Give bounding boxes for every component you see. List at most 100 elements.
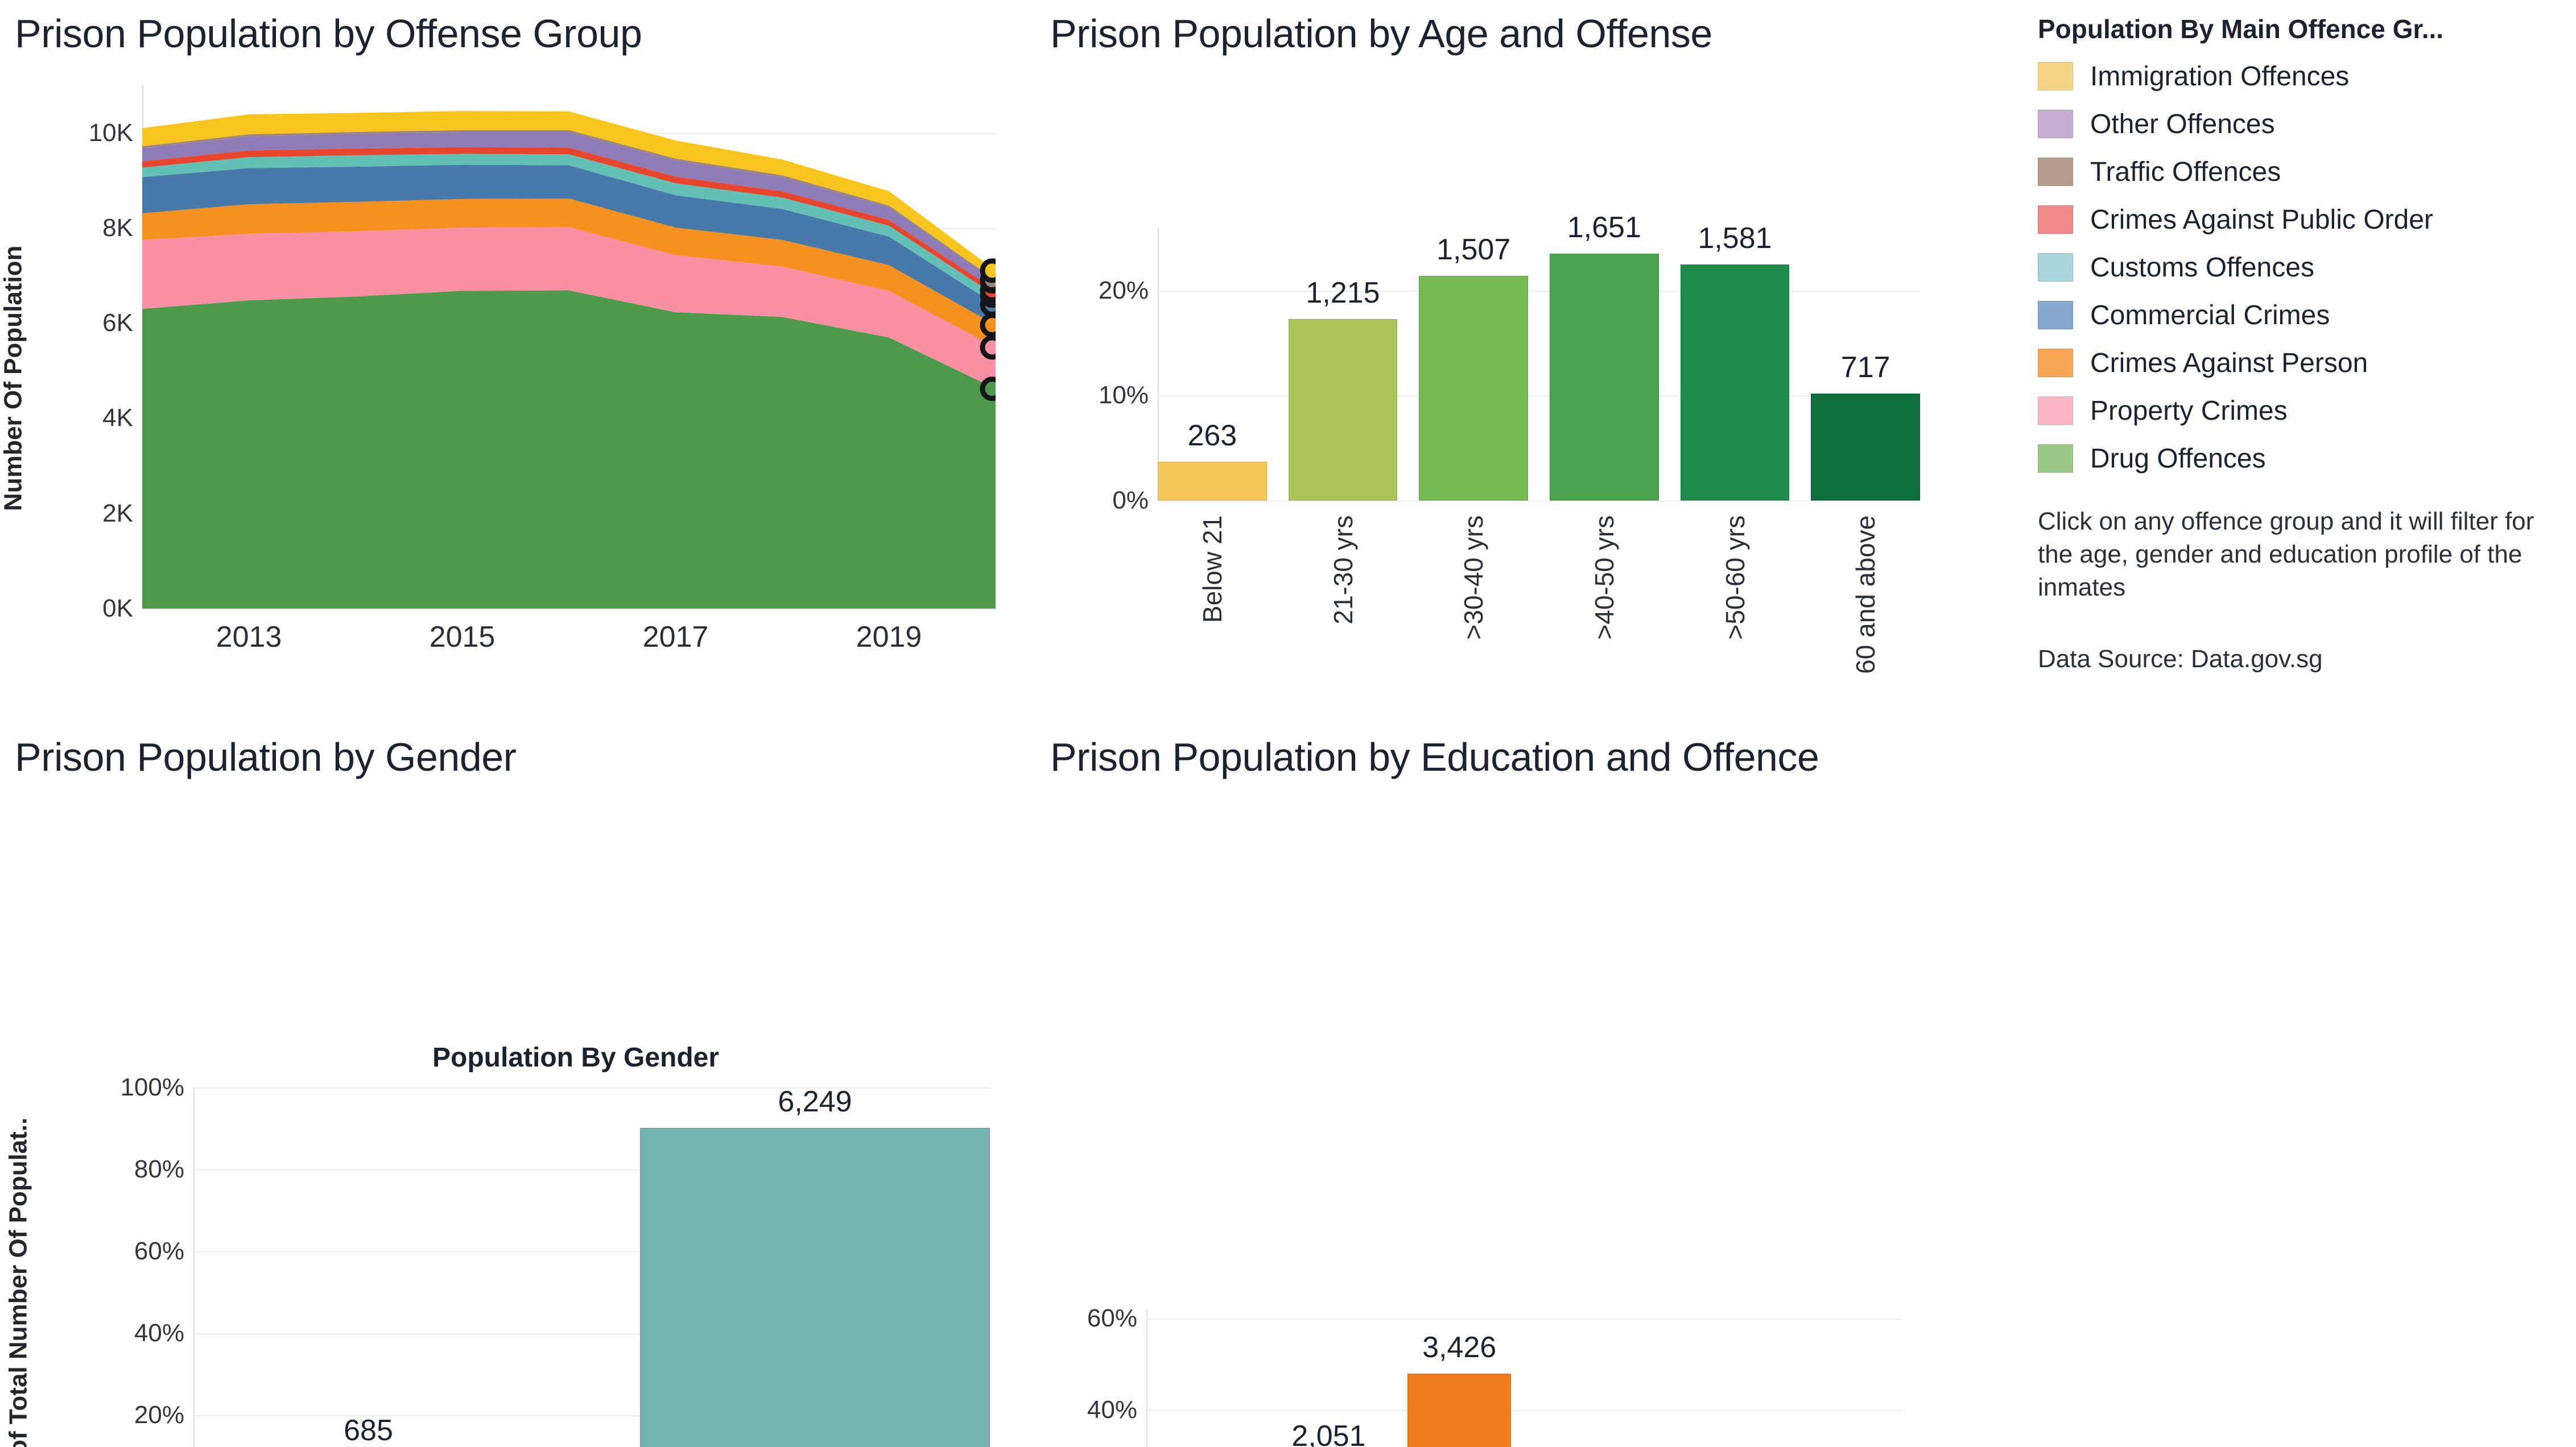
bar-value-label: 3,426: [1422, 1330, 1497, 1364]
x-axis-category-label: 60 and above: [1851, 515, 1881, 674]
y-axis-tick-label: 2K: [102, 499, 133, 527]
panel-offense-group: Prison Population by Offense Group Numbe…: [0, 0, 1035, 724]
bar-value-label: 717: [1840, 350, 1890, 384]
bar-column[interactable]: 257PreU: [1669, 1309, 1773, 1447]
bar[interactable]: [1811, 393, 1921, 501]
legend-item-label: Other Offences: [2090, 109, 2275, 139]
legend-color-swatch[interactable]: [2038, 158, 2073, 186]
series-endpoint-marker[interactable]: [980, 258, 996, 283]
education-bar-series[interactable]: 102No Education 2,051Primary3,426Secondar…: [1146, 1309, 1903, 1447]
legend-item[interactable]: Crimes Against Public Order: [2038, 196, 2565, 243]
bar[interactable]: [1419, 275, 1529, 501]
bar[interactable]: [1288, 319, 1398, 501]
education-chart-plot: 0%20%40%60% 102No Education2,051Primary3…: [1087, 1304, 1903, 1447]
bar-column[interactable]: 263 Below 21: [1158, 228, 1267, 623]
y-axis-line: [1158, 228, 1159, 501]
area-band[interactable]: [142, 199, 996, 348]
panel-age: Prison Population by Age and Offense 0% 1…: [1035, 0, 2025, 724]
legend-item[interactable]: Customs Offences: [2038, 243, 2565, 291]
y-axis-tick-label: 8K: [102, 213, 133, 242]
bar-column[interactable]: 1,581 >50-60 yrs: [1680, 222, 1790, 640]
area-band[interactable]: [142, 131, 996, 291]
bar[interactable]: [1407, 1373, 1512, 1447]
bar[interactable]: [1550, 254, 1659, 501]
bar[interactable]: [1680, 264, 1790, 501]
legend-item[interactable]: Drug Offences: [2038, 435, 2565, 482]
age-bar-series[interactable]: 263 Below 21 1,215 21-30 yrs 1,507 >30-40 yrs…: [1158, 211, 1921, 674]
bar-column[interactable]: 1,215 21-30 yrs: [1288, 228, 1398, 625]
legend-item[interactable]: Crimes Against Person: [2038, 339, 2565, 387]
y-axis-tick-label: 20%: [134, 1401, 184, 1429]
series-endpoint-marker[interactable]: [980, 313, 996, 338]
legend-item-label: Traffic Offences: [2090, 156, 2281, 187]
legend-color-swatch[interactable]: [2038, 444, 2073, 473]
y-axis-line: [1146, 1309, 1147, 1447]
bar-column[interactable]: 685Female: [193, 1088, 543, 1447]
legend-color-swatch[interactable]: [2038, 349, 2073, 377]
legend-color-swatch[interactable]: [2038, 301, 2073, 329]
y-axis-tick-label: 20%: [1098, 276, 1149, 304]
x-axis-category-label: >30-40 yrs: [1459, 515, 1489, 640]
legend-color-swatch[interactable]: [2038, 110, 2073, 138]
area-band[interactable]: [142, 290, 996, 609]
legend-item[interactable]: Immigration Offences: [2038, 52, 2565, 100]
bar-value-label: 1,581: [1698, 221, 1772, 255]
area-band[interactable]: [142, 111, 996, 280]
legend-item[interactable]: Commercial Crimes: [2038, 291, 2565, 339]
legend-item[interactable]: Other Offences: [2038, 100, 2565, 148]
y-axis-tick-label: 60%: [134, 1237, 184, 1265]
bar-column[interactable]: 1,651 >40-50 yrs: [1550, 211, 1659, 640]
bar-value-label: 2,051: [1291, 1419, 1366, 1447]
y-axis-tick-label: 80%: [134, 1155, 184, 1183]
panel-gender: Prison Population by Gender Population B…: [0, 724, 1035, 1447]
legend-item-label: Customs Offences: [2090, 252, 2314, 283]
panel-education: Prison Population by Education and Offen…: [1035, 724, 2025, 1447]
bar-column[interactable]: 717 60 and above: [1811, 228, 1921, 674]
legend-item-label: Crimes Against Person: [2090, 348, 2368, 378]
bar-value-label: 1,215: [1306, 276, 1380, 309]
area-band[interactable]: [142, 154, 996, 305]
gender-chart-plot: 0%20%40%60%80%100% 685Female6,249Male: [120, 1073, 990, 1447]
bar[interactable]: [640, 1128, 990, 1447]
bar-column[interactable]: 732Vocational: [1538, 1309, 1642, 1447]
y-axis-line: [193, 1088, 195, 1447]
y-axis-tick-label: 40%: [1087, 1396, 1137, 1424]
bar-column[interactable]: 1,507 >30-40 yrs: [1419, 228, 1529, 640]
legend-item-label: Commercial Crimes: [2090, 300, 2330, 330]
legend-item[interactable]: Property Crimes: [2038, 387, 2565, 435]
x-axis-tick-label: 2017: [642, 621, 709, 654]
gender-bar-series[interactable]: 685Female 6,249Male: [193, 1085, 990, 1447]
y-axis-tick-label: 6K: [102, 309, 133, 337]
legend-item[interactable]: Traffic Offences: [2038, 148, 2565, 196]
bar-column[interactable]: 366Diploma/Tertiary: [1799, 1309, 1903, 1447]
gridline: [1158, 290, 1920, 292]
x-axis-category-label: Below 21: [1197, 515, 1227, 623]
gridline: [1158, 501, 1920, 502]
gridline: [1158, 395, 1920, 397]
legend-list[interactable]: Immigration Offences Other Offences Traffi…: [2038, 52, 2565, 482]
bar-column[interactable]: 6,249Male: [640, 1085, 990, 1447]
bar-column[interactable]: 2,051Primary: [1277, 1309, 1381, 1447]
bar-column[interactable]: 102No Education: [1146, 1309, 1250, 1447]
area-band[interactable]: [142, 227, 996, 389]
legend-instruction-text: Click on any offence group and it will f…: [2038, 507, 2534, 602]
gridline: [1146, 1318, 1903, 1320]
gridline: [193, 1251, 990, 1252]
legend-color-swatch[interactable]: [2038, 62, 2073, 90]
page-title-gender: Prison Population by Gender: [15, 735, 517, 779]
stacked-area-series[interactable]: [142, 85, 996, 609]
x-axis-tick-label: 2013: [216, 621, 282, 654]
x-axis-category-label: >50-60 yrs: [1720, 515, 1750, 640]
bar-column[interactable]: 3,426Secondary: [1407, 1309, 1512, 1447]
series-endpoint-marker[interactable]: [980, 377, 996, 402]
bar-value-label: 263: [1187, 419, 1237, 452]
area-band[interactable]: [142, 164, 996, 325]
age-chart-plot: 0% 10% 20% 263 Below 21 1,215 21-30 yrs 1,507 >…: [1099, 211, 1921, 674]
legend-color-swatch[interactable]: [2038, 396, 2073, 425]
legend-color-swatch[interactable]: [2038, 205, 2073, 234]
x-axis-category-label: 21-30 yrs: [1328, 515, 1358, 625]
bar[interactable]: [1158, 461, 1267, 501]
series-endpoint-marker[interactable]: [980, 335, 996, 360]
bar-value-label: 6,249: [778, 1085, 852, 1119]
legend-color-swatch[interactable]: [2038, 253, 2073, 282]
